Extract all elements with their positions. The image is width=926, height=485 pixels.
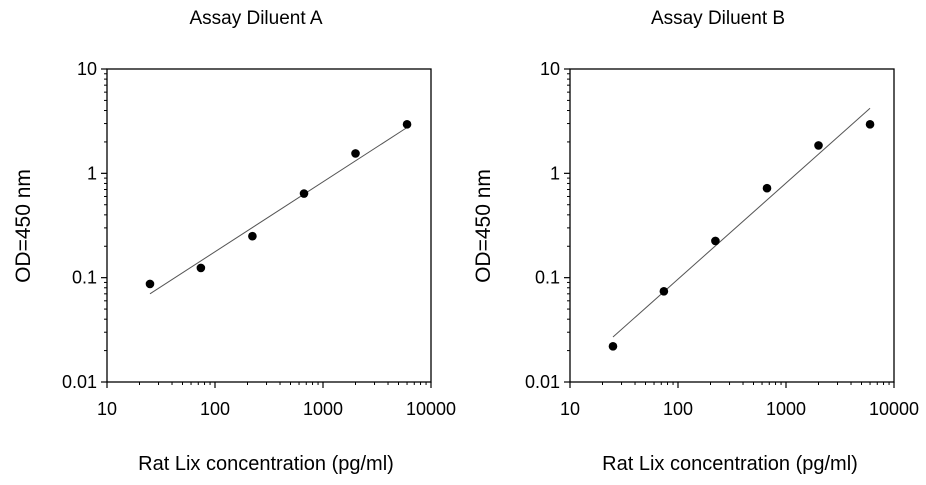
data-point [608,341,618,351]
x-ticks: 10 100 1000 10000 [97,382,456,419]
x-tick-label: 100 [200,399,230,419]
y-tick-label: 1 [87,163,97,183]
x-tick-label: 100 [663,399,693,419]
x-tick-label: 1000 [766,399,806,419]
plot-frame [106,68,432,383]
y-tick-label: 0.1 [535,268,560,288]
y-tick-label: 10 [540,59,560,79]
data-point [762,183,772,193]
x-tick-label: 10000 [869,399,919,419]
chart-panel-assay-diluent-b: Assay Diluent B OD=450 nm Rat Lix concen… [472,8,919,475]
x-ticks: 10 100 1000 10000 [560,382,919,419]
y-axis-label: OD=450 nm [12,169,35,283]
trendline [612,107,871,338]
y-tick-label: 0.01 [62,372,97,392]
data-point [402,120,412,129]
y-tick-label: 10 [77,59,97,79]
chart-title: Assay Diluent A [189,8,322,29]
chart-panel-assay-diluent-a: Assay Diluent A OD=450 nm Rat Lix concen… [12,8,456,475]
trendline-group [149,127,408,295]
y-tick-label: 0.01 [525,372,560,392]
plot-frame [569,68,895,383]
data-point [711,236,720,246]
trendline [149,127,408,295]
y-axis-label: OD=450 nm [472,169,495,283]
data-point [659,287,669,296]
data-point [196,263,206,273]
x-tick-label: 10000 [406,399,456,419]
y-ticks: 0.01 0.1 1 10 [525,59,570,392]
y-tick-label: 1 [550,163,560,183]
trendline-group [612,107,871,338]
y-ticks: 0.01 0.1 1 10 [62,59,107,392]
y-tick-label: 0.1 [72,268,97,288]
x-axis-label: Rat Lix concentration (pg/ml) [602,453,858,475]
data-points [608,120,875,351]
x-tick-label: 10 [97,399,117,419]
data-point [145,279,155,289]
x-tick-label: 1000 [303,399,343,419]
data-point [248,231,257,241]
x-tick-label: 10 [560,399,580,419]
data-point [351,149,360,158]
x-axis-label: Rat Lix concentration (pg/ml) [138,453,394,475]
data-point [814,141,823,150]
chart-title: Assay Diluent B [651,8,785,29]
data-points [145,120,412,289]
data-point [865,120,875,129]
data-point [299,189,309,198]
